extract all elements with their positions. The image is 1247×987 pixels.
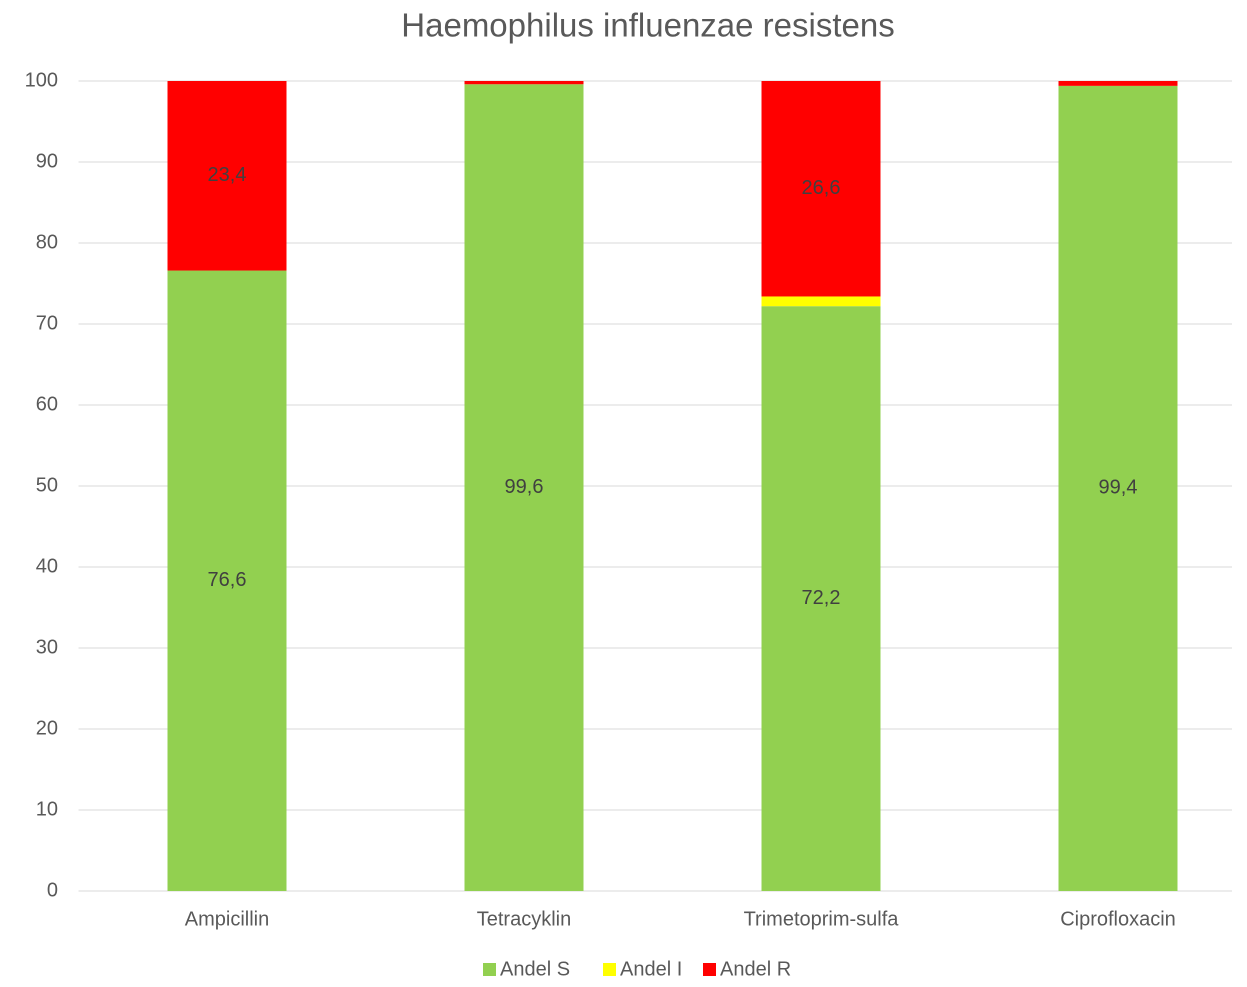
data-label: 99,4 — [1099, 477, 1138, 499]
bar-segment — [167, 270, 287, 891]
y-tick-label: 10 — [36, 798, 58, 820]
y-tick-label: 80 — [36, 231, 58, 253]
y-tick-label: 90 — [36, 150, 58, 172]
bar-segment — [464, 84, 584, 892]
chart-title: Haemophilus influenzae resistens — [401, 7, 894, 44]
bar-segment — [761, 81, 881, 297]
data-label: 99,6 — [505, 476, 544, 498]
data-label: 23,4 — [208, 164, 247, 186]
y-tick-label: 0 — [47, 879, 58, 901]
data-label: 76,6 — [208, 569, 247, 591]
x-tick-label: Tetracyklin — [477, 908, 571, 930]
legend-swatch — [703, 963, 716, 976]
legend-swatch — [603, 963, 616, 976]
y-tick-label: 20 — [36, 717, 58, 739]
data-label: 72,2 — [802, 587, 841, 609]
y-tick-label: 50 — [36, 474, 58, 496]
y-tick-label: 30 — [36, 636, 58, 658]
bar-segment — [167, 81, 287, 271]
legend-label: Andel I — [620, 958, 682, 980]
y-tick-label: 100 — [25, 69, 58, 91]
x-tick-label: Ciprofloxacin — [1060, 908, 1176, 930]
bar-segment — [1058, 81, 1178, 86]
data-label: 26,6 — [802, 177, 841, 199]
x-tick-label: Trimetoprim-sulfa — [744, 908, 900, 930]
bar-segment — [761, 296, 881, 307]
x-tick-label: Ampicillin — [185, 908, 269, 930]
y-tick-label: 70 — [36, 312, 58, 334]
bar-segment — [761, 306, 881, 891]
y-tick-label: 40 — [36, 555, 58, 577]
legend-label: Andel S — [500, 958, 570, 980]
bar-segment — [464, 81, 584, 85]
bar-segment — [1058, 85, 1178, 892]
legend-label: Andel R — [720, 958, 791, 980]
legend-swatch — [483, 963, 496, 976]
y-tick-label: 60 — [36, 393, 58, 415]
